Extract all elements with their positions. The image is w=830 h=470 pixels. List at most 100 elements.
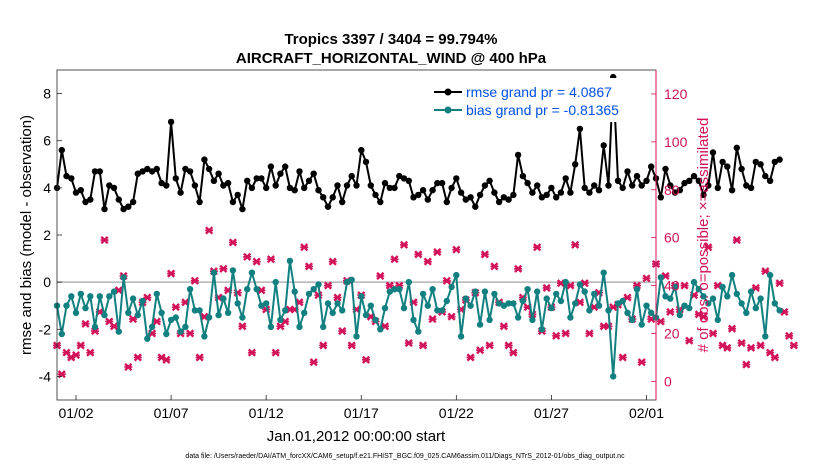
bias-point	[144, 335, 151, 342]
bias-point	[386, 288, 393, 295]
bias-point	[415, 328, 422, 335]
obs-assimilated-marker	[476, 346, 485, 355]
rmse-point	[624, 168, 631, 175]
obs-assimilated-marker	[728, 324, 737, 333]
bias-point	[391, 286, 398, 293]
rmse-point	[495, 198, 503, 206]
bias-point	[87, 293, 94, 300]
obs-assimilated-marker	[361, 355, 371, 364]
rmse-point	[766, 177, 774, 184]
rmse-point	[234, 191, 241, 199]
rmse-point	[605, 182, 612, 189]
bias-point	[158, 309, 165, 316]
rmse-point	[320, 194, 327, 201]
bias-point	[63, 302, 70, 309]
obs-assimilated-marker	[133, 353, 142, 362]
bias-point	[457, 333, 465, 340]
bias-point	[476, 321, 484, 328]
obs-assimilated-marker	[708, 329, 718, 338]
obs-assimilated-marker	[442, 276, 451, 285]
bias-point	[553, 290, 560, 298]
bias-point	[686, 304, 693, 312]
rmse-point	[244, 177, 251, 184]
rmse-point	[557, 189, 565, 196]
rmse-point	[291, 187, 298, 194]
rmse-point	[277, 170, 284, 177]
obs-assimilated-marker	[124, 362, 133, 372]
rmse-point	[68, 175, 75, 182]
rmse-point	[709, 149, 717, 156]
bias-point	[648, 309, 655, 316]
bias-point	[738, 300, 745, 307]
rmse-point	[77, 187, 85, 194]
bias-point	[667, 295, 674, 302]
rmse-point	[448, 184, 455, 192]
bias-point	[172, 314, 179, 321]
obs-assimilated-marker	[328, 257, 337, 266]
left-tick-label: -4	[39, 368, 52, 384]
rmse-point	[106, 182, 113, 189]
rmse-point	[757, 161, 764, 168]
obs-assimilated-marker	[266, 255, 275, 264]
left-tick-label: 6	[43, 133, 51, 149]
obs-assimilated-marker	[571, 240, 580, 249]
bias-point	[244, 286, 251, 293]
rmse-point	[367, 182, 374, 189]
bias-point	[220, 295, 227, 302]
rmse-point	[386, 184, 393, 192]
bias-point	[201, 333, 208, 340]
bias-point	[705, 300, 712, 307]
bias-point	[724, 293, 731, 300]
rmse-point	[272, 182, 279, 189]
bias-point	[182, 323, 189, 331]
x-tick-label: 01/02	[58, 405, 93, 421]
rmse-point	[348, 172, 355, 180]
legend-bias-marker	[444, 106, 452, 114]
rmse-point	[310, 170, 317, 177]
rmse-point	[629, 182, 636, 189]
bias-point	[629, 316, 636, 324]
rmse-point	[591, 182, 598, 189]
rmse-point	[733, 144, 740, 151]
bias-point	[538, 326, 546, 333]
rmse-point	[358, 146, 365, 154]
obs-assimilated-marker	[452, 245, 461, 254]
bias-point	[91, 323, 99, 331]
bias-point	[320, 323, 327, 331]
rmse-point	[567, 189, 574, 196]
bias-point	[662, 293, 669, 300]
bias-point	[163, 330, 170, 338]
obs-assimilated-marker	[390, 255, 399, 264]
obs-assimilated-marker	[561, 329, 570, 338]
bias-point	[82, 304, 89, 312]
rmse-point	[315, 187, 322, 194]
obs-assimilated-marker	[252, 257, 261, 266]
bias-point	[148, 323, 156, 331]
bias-point	[752, 304, 759, 312]
bias-point	[263, 300, 270, 307]
bias-point	[472, 288, 479, 295]
bias-point	[728, 271, 736, 279]
rmse-point	[172, 175, 179, 182]
bias-point	[510, 300, 517, 307]
bias-point	[224, 309, 232, 316]
bias-point	[586, 307, 593, 314]
bias-point	[377, 326, 384, 333]
rmse-point	[576, 125, 584, 133]
rmse-point	[305, 177, 313, 184]
rmse-point	[129, 198, 137, 206]
bias-point	[462, 295, 469, 302]
rmse-point	[776, 156, 783, 163]
bias-point	[191, 307, 199, 314]
bias-point	[353, 333, 360, 340]
bias-point	[495, 300, 503, 307]
legend-rmse-label: rmse grand pr = 4.0867	[466, 84, 612, 100]
bias-point	[348, 276, 355, 283]
obs-assimilated-marker	[789, 341, 798, 350]
bias-point	[419, 290, 427, 298]
rmse-point	[738, 165, 745, 173]
ylabel-left: rmse and bias (model - observation)	[18, 115, 35, 355]
bias-point	[643, 302, 650, 309]
rmse-point	[229, 198, 237, 206]
rmse-point	[676, 187, 683, 194]
